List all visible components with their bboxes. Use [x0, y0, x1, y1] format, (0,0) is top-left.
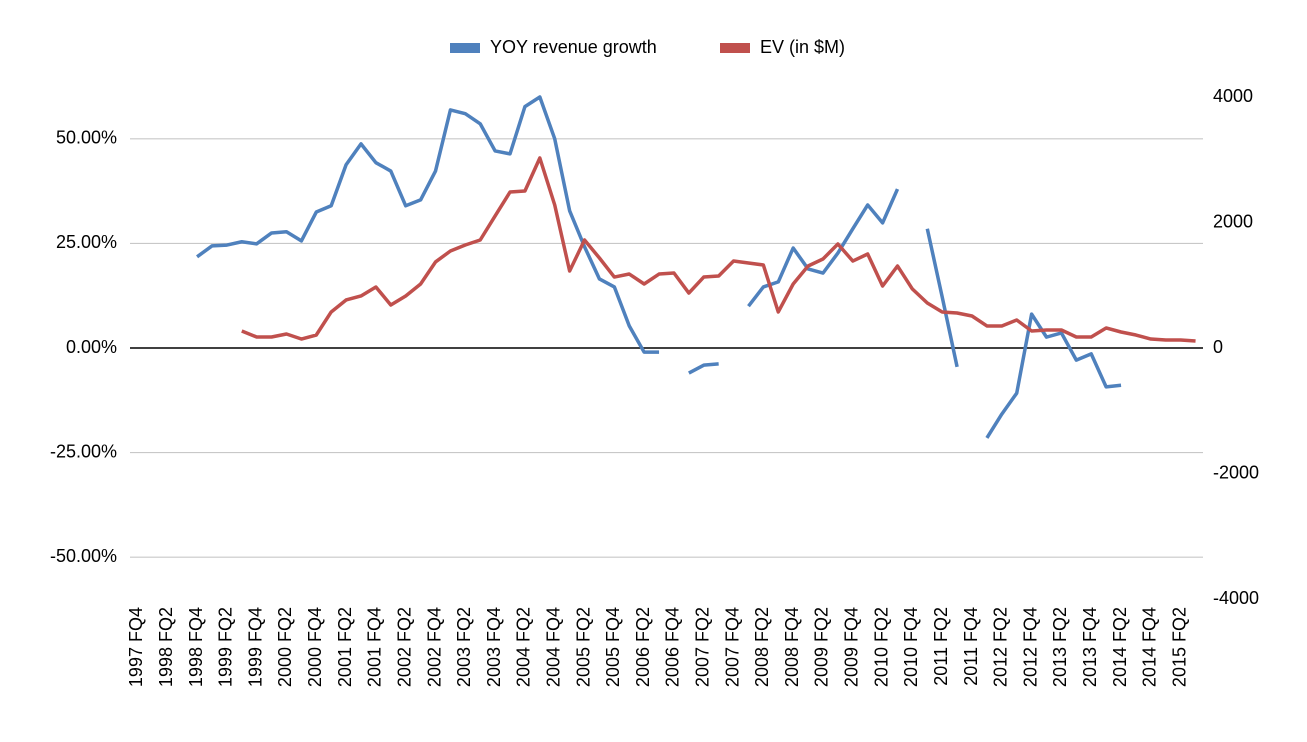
x-tick-label: 2005 FQ4: [603, 607, 623, 687]
x-tick-label: 2005 FQ2: [573, 607, 593, 687]
x-tick-label: 2012 FQ2: [991, 607, 1011, 687]
y2-tick-label: -4000: [1213, 588, 1259, 608]
y-tick-label: 50.00%: [56, 128, 117, 148]
series-line: [241, 156, 1196, 343]
x-tick-label: 2013 FQ4: [1080, 607, 1100, 687]
x-tick-label: 2004 FQ4: [543, 607, 563, 687]
series-line: [985, 312, 1122, 439]
x-tick-label: 1999 FQ4: [245, 607, 265, 687]
x-tick-label: 2006 FQ4: [663, 607, 683, 687]
x-tick-label: 2011 FQ4: [961, 607, 981, 686]
x-tick-label: 2007 FQ4: [722, 607, 742, 687]
x-tick-label: 2011 FQ2: [931, 607, 951, 686]
x-tick-label: 2004 FQ2: [514, 607, 534, 687]
y2-tick-label: 0: [1213, 337, 1223, 357]
y2-tick-label: -2000: [1213, 462, 1259, 482]
x-tick-label: 2002 FQ2: [394, 607, 414, 687]
x-tick-label: 2010 FQ4: [901, 607, 921, 687]
x-tick-label: 2000 FQ2: [275, 607, 295, 687]
x-tick-label: 2013 FQ2: [1050, 607, 1070, 687]
x-tick-label: 2010 FQ2: [871, 607, 891, 687]
x-tick-label: 2001 FQ4: [365, 607, 385, 687]
y-tick-label: 25.00%: [56, 232, 117, 252]
x-tick-label: 2015 FQ2: [1169, 607, 1189, 687]
y-tick-label: 0.00%: [66, 337, 117, 357]
legend-label: EV (in $M): [760, 37, 845, 57]
x-tick-label: 2007 FQ2: [693, 607, 713, 687]
legend-swatch: [720, 43, 750, 53]
x-tick-label: 2003 FQ2: [454, 607, 474, 687]
x-tick-label: 2012 FQ4: [1020, 607, 1040, 687]
x-tick-label: 1998 FQ2: [156, 607, 176, 687]
x-tick-label: 2006 FQ2: [633, 607, 653, 687]
y-tick-label: -25.00%: [50, 441, 117, 461]
series-line: [925, 228, 959, 368]
x-tick-label: 2000 FQ4: [305, 607, 325, 687]
x-tick-label: 2009 FQ4: [842, 607, 862, 687]
x-tick-label: 2014 FQ4: [1140, 607, 1160, 687]
x-tick-label: 2014 FQ2: [1110, 607, 1130, 687]
legend-swatch: [450, 43, 480, 53]
x-tick-label: 1997 FQ4: [126, 607, 146, 687]
legend-label: YOY revenue growth: [490, 37, 657, 57]
series-line: [688, 362, 719, 375]
x-tick-label: 2008 FQ4: [782, 607, 802, 687]
y2-tick-label: 2000: [1213, 211, 1253, 231]
x-tick-label: 1998 FQ4: [186, 607, 206, 687]
series-line: [747, 188, 900, 308]
x-tick-label: 1999 FQ2: [216, 607, 236, 687]
x-tick-label: 2002 FQ4: [424, 607, 444, 687]
series-line: [196, 95, 660, 354]
y-tick-label: -50.00%: [50, 546, 117, 566]
x-tick-label: 2003 FQ4: [484, 607, 504, 687]
x-tick-label: 2008 FQ2: [752, 607, 772, 687]
x-tick-label: 2001 FQ2: [335, 607, 355, 687]
y2-tick-label: 4000: [1213, 86, 1253, 106]
x-tick-label: 2009 FQ2: [812, 607, 832, 687]
